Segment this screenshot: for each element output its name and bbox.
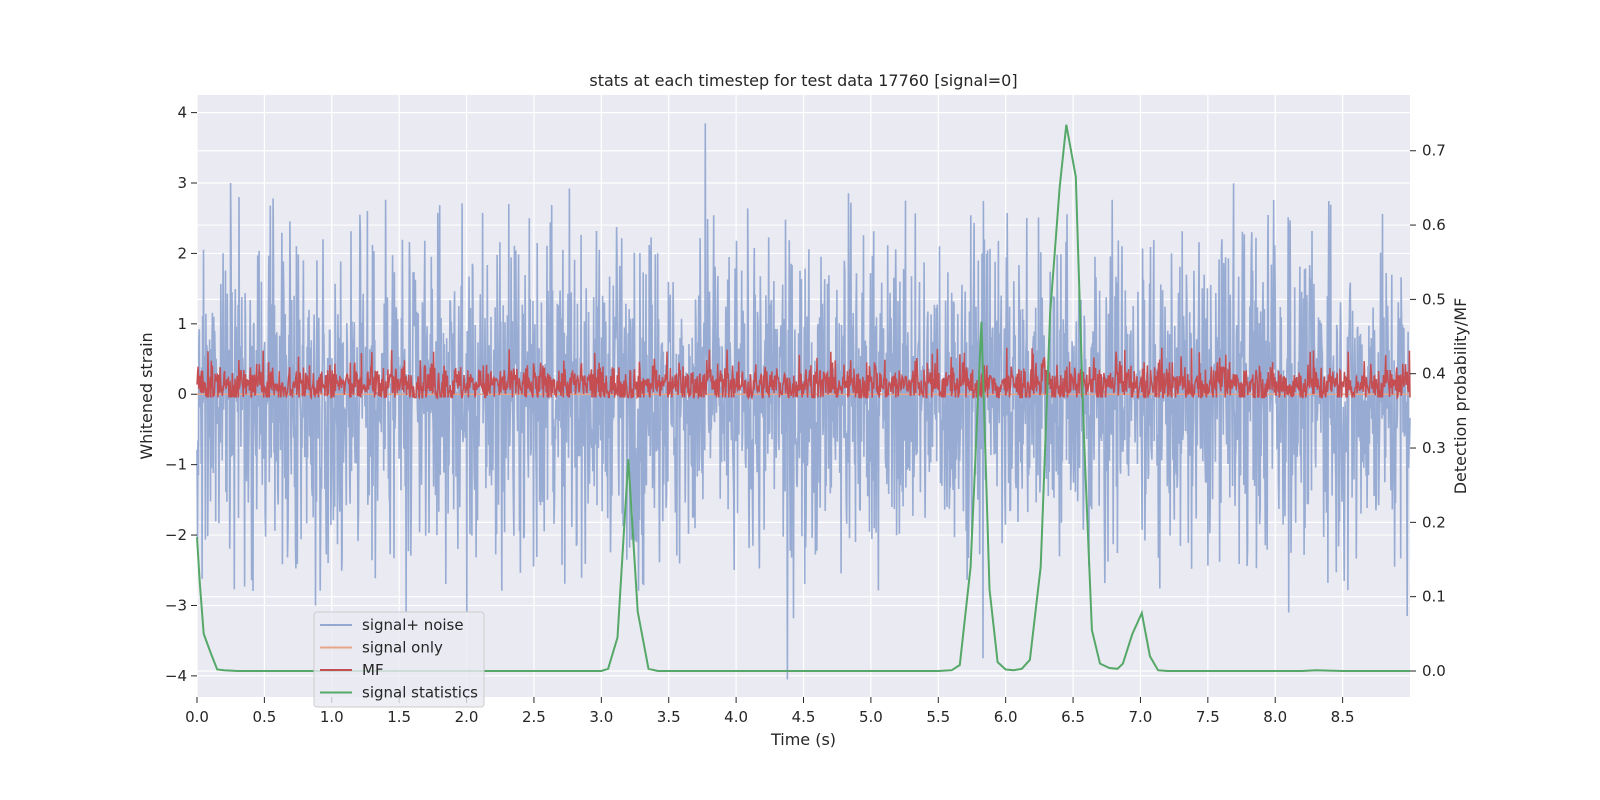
- y2-tick-label: 0.1: [1422, 588, 1446, 606]
- right-ticks: 0.7 0.6 0.5 0.4 0.3 0.2 0.1 0.0: [1410, 142, 1446, 680]
- chart-title: stats at each timestep for test data 177…: [589, 71, 1017, 90]
- y2-tick-label: 0.0: [1422, 662, 1446, 680]
- y2-axis-label: Detection probability/MF: [1451, 298, 1470, 495]
- x-tick-label: 1.0: [320, 708, 344, 726]
- x-axis-label: Time (s): [770, 730, 836, 749]
- x-tick-label: 8.5: [1331, 708, 1355, 726]
- x-tick-label: 1.5: [387, 708, 411, 726]
- y-tick-label: 3: [177, 174, 187, 192]
- legend-label-mf: MF: [362, 661, 384, 679]
- left-ticks: 4 3 2 1 0 −1 −2 −3 −4: [165, 104, 197, 685]
- x-tick-label: 0.0: [185, 708, 209, 726]
- series-mf: [196, 347, 1411, 401]
- y2-tick-label: 0.3: [1422, 439, 1446, 457]
- y2-tick-label: 0.2: [1422, 513, 1446, 531]
- x-tick-label: 4.5: [792, 708, 816, 726]
- x-tick-label: 7.0: [1129, 708, 1153, 726]
- y-tick-label: 1: [177, 315, 187, 333]
- x-tick-label: 0.5: [252, 708, 276, 726]
- y-axis-label: Whitened strain: [137, 332, 156, 459]
- series-layer: [196, 123, 1411, 680]
- x-tick-label: 3.0: [589, 708, 613, 726]
- y-tick-label: −4: [165, 667, 187, 685]
- x-tick-label: 2.5: [522, 708, 546, 726]
- x-tick-label: 5.5: [926, 708, 950, 726]
- legend-label-signal-statistics: signal statistics: [362, 684, 478, 702]
- y2-tick-label: 0.6: [1422, 216, 1446, 234]
- legend-label-signal-noise: signal+ noise: [362, 616, 464, 634]
- legend-box: [313, 611, 485, 708]
- y-tick-label: −1: [165, 456, 187, 474]
- bottom-ticks: 0.0 0.5 1.0 1.5 2.0 2.5 3.0 3.5 4.0 4.5 5.0 5.5 6.0 6…: [185, 697, 1355, 726]
- y-tick-label: −2: [165, 526, 187, 544]
- y-tick-label: 0: [177, 385, 187, 403]
- y2-tick-label: 0.7: [1422, 142, 1446, 160]
- y-tick-label: 4: [177, 104, 187, 122]
- x-tick-label: 3.5: [657, 708, 681, 726]
- x-tick-label: 7.5: [1196, 708, 1220, 726]
- x-tick-label: 5.0: [859, 708, 883, 726]
- legend: signal+ noise signal only MF signal stat…: [313, 611, 485, 708]
- x-tick-label: 8.0: [1263, 708, 1287, 726]
- y2-tick-label: 0.5: [1422, 290, 1446, 308]
- y-tick-label: −3: [165, 596, 187, 614]
- x-tick-label: 6.5: [1061, 708, 1085, 726]
- y-tick-label: 2: [177, 244, 187, 262]
- x-tick-label: 6.0: [994, 708, 1018, 726]
- y2-tick-label: 0.4: [1422, 365, 1446, 383]
- series-signal-noise: [196, 123, 1411, 680]
- x-tick-label: 2.0: [455, 708, 479, 726]
- legend-label-signal-only: signal only: [362, 639, 443, 657]
- x-tick-label: 4.0: [724, 708, 748, 726]
